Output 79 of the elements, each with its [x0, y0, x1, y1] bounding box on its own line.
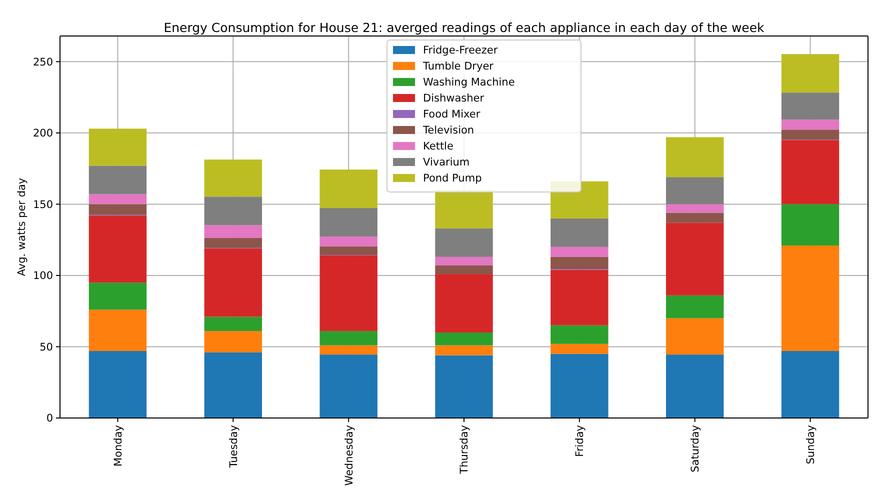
bar: [550, 270, 608, 326]
y-tick-label: 0: [46, 412, 53, 425]
bar: [320, 208, 378, 237]
y-tick-label: 50: [40, 341, 53, 354]
legend-label: Dishwasher: [423, 92, 485, 105]
x-tick-label: Friday: [574, 425, 586, 457]
legend-label: Vivarium: [423, 156, 470, 169]
bar: [320, 236, 378, 247]
x-tick-label: Sunday: [804, 425, 817, 464]
bar: [88, 166, 147, 194]
legend-label: Kettle: [423, 140, 454, 153]
legend-label: Tumble Dryer: [422, 60, 494, 73]
bar: [88, 128, 147, 166]
y-tick-label: 250: [32, 56, 53, 68]
bar: [435, 332, 493, 346]
bar: [666, 295, 724, 318]
bar: [435, 274, 493, 332]
bar: [666, 212, 724, 223]
y-tick-label: 200: [32, 128, 53, 140]
bar: [435, 228, 493, 257]
bar: [320, 354, 378, 418]
legend-label: Pond Pump: [423, 172, 482, 185]
bar: [320, 331, 378, 346]
bar: [320, 256, 378, 332]
bar: [781, 351, 840, 418]
x-tick-label: Thursday: [458, 425, 471, 475]
bar: [550, 325, 608, 344]
bar: [435, 256, 493, 266]
bar: [666, 222, 724, 296]
bar: [204, 248, 262, 317]
bar: [781, 54, 840, 93]
bar: [666, 204, 724, 213]
x-tick-label: Wednesday: [343, 425, 356, 486]
bar: [550, 344, 608, 354]
bar: [204, 160, 262, 197]
bar: [88, 194, 147, 204]
bar: [204, 316, 262, 332]
bar: [435, 345, 493, 356]
bar: [320, 170, 378, 208]
legend-label: Fridge-Freezer: [423, 44, 498, 57]
bar: [204, 196, 262, 226]
legend-label: Television: [422, 124, 474, 137]
bar: [666, 137, 724, 178]
bar: [435, 265, 493, 274]
bar: [781, 204, 840, 246]
bar: [550, 256, 608, 270]
chart-title: Energy Consumption for House 21: averged readings of each appliance in each day of the week: [164, 20, 766, 35]
bar: [88, 310, 147, 352]
bar: [550, 218, 608, 247]
bar: [781, 130, 840, 140]
bar: [204, 238, 262, 248]
bar: [435, 190, 493, 228]
bar: [88, 216, 147, 283]
bar: [88, 204, 147, 215]
x-tick-label: Saturday: [690, 425, 702, 472]
y-tick-label: 100: [32, 270, 53, 282]
y-tick-label: 150: [32, 198, 53, 211]
bar: [204, 225, 262, 238]
bar: [781, 120, 840, 130]
bar: [320, 246, 378, 256]
bar: [781, 140, 840, 204]
bar: [550, 354, 608, 418]
bar: [204, 352, 262, 418]
legend-label: Food Mixer: [423, 108, 481, 121]
bar: [781, 246, 840, 352]
x-tick-label: Tuesday: [228, 425, 240, 469]
bar: [666, 354, 724, 418]
bar: [666, 177, 724, 204]
bar: [666, 318, 724, 355]
y-axis-title: Avg. watts per day: [16, 178, 28, 276]
bar: [88, 351, 147, 418]
x-tick-label: Monday: [112, 425, 124, 466]
legend-label: Washing Machine: [423, 76, 515, 89]
bar: [320, 345, 378, 355]
bar: [88, 282, 147, 310]
bar: [435, 355, 493, 418]
bar: [781, 92, 840, 120]
bar: [204, 331, 262, 352]
bar: [550, 246, 608, 257]
